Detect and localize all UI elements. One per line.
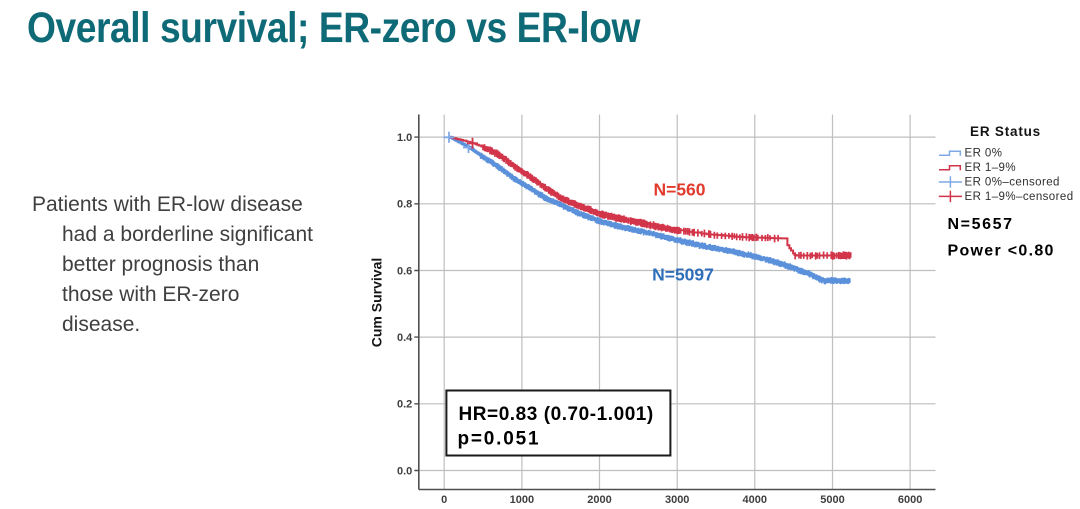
svg-text:1.0: 1.0 bbox=[397, 132, 412, 144]
svg-text:0.6: 0.6 bbox=[397, 265, 412, 277]
svg-text:0.0: 0.0 bbox=[397, 465, 412, 477]
svg-text:6000: 6000 bbox=[898, 494, 922, 506]
svg-text:4000: 4000 bbox=[743, 494, 767, 506]
svg-text:0.8: 0.8 bbox=[397, 199, 412, 211]
svg-text:1000: 1000 bbox=[510, 494, 534, 506]
svg-text:HR=0.83 (0.70-1.001): HR=0.83 (0.70-1.001) bbox=[459, 404, 654, 425]
svg-text:N=5657: N=5657 bbox=[948, 216, 1014, 233]
svg-text:ER 1–9%: ER 1–9% bbox=[965, 162, 1017, 174]
svg-text:Cum Survival: Cum Survival bbox=[369, 258, 385, 347]
svg-text:ER Status: ER Status bbox=[970, 124, 1041, 139]
svg-text:Power <0.80: Power <0.80 bbox=[948, 243, 1055, 260]
svg-text:p=0.051: p=0.051 bbox=[458, 429, 541, 450]
svg-text:ER 0%: ER 0% bbox=[965, 148, 1003, 160]
svg-text:ER 1–9%–censored: ER 1–9%–censored bbox=[965, 191, 1074, 203]
svg-text:N=560: N=560 bbox=[653, 180, 705, 200]
svg-text:0: 0 bbox=[441, 494, 447, 506]
svg-text:N=5097: N=5097 bbox=[652, 264, 714, 284]
svg-text:2000: 2000 bbox=[587, 494, 611, 506]
svg-text:5000: 5000 bbox=[820, 494, 844, 506]
svg-text:0.2: 0.2 bbox=[397, 399, 412, 411]
svg-text:0.4: 0.4 bbox=[397, 332, 413, 344]
svg-text:ER 0%–censored: ER 0%–censored bbox=[965, 176, 1060, 188]
svg-text:3000: 3000 bbox=[665, 494, 689, 506]
